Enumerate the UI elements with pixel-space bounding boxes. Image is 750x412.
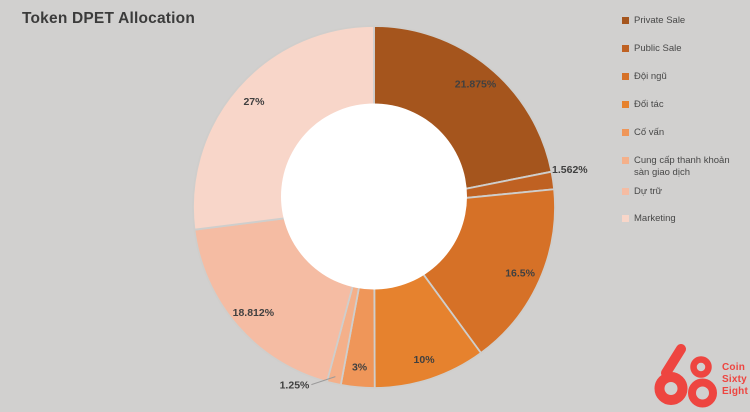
legend-label-7: Marketing: [634, 213, 676, 224]
legend-label-5: Cung cấp thanh khoản sàn giao dịch: [634, 155, 730, 178]
slice-label-4: 3%: [352, 361, 368, 373]
legend-swatch-4: [622, 129, 629, 136]
label-leader-line-5: [311, 376, 336, 386]
legend-label-3: Đối tác: [634, 99, 664, 110]
slice-label-1: 1.562%: [552, 164, 588, 176]
chart-legend: Private Sale Public Sale Đội ngũ Đối tác Cố …: [622, 0, 744, 250]
legend-swatch-5: [622, 157, 629, 164]
legend-label-2: Đội ngũ: [634, 71, 667, 82]
legend-item-2: Đội ngũ: [622, 71, 667, 83]
logo-text-line1: Coin: [722, 362, 745, 373]
legend-item-5: Cung cấp thanh khoản sàn giao dịch: [622, 155, 736, 179]
legend-label-6: Dự trữ: [634, 186, 663, 197]
donut-hole: [281, 103, 467, 290]
logo-68-numeral: [654, 344, 717, 408]
legend-swatch-1: [622, 45, 629, 52]
legend-item-7: Marketing: [622, 213, 676, 225]
slice-label-7: 27%: [243, 96, 265, 108]
slice-label-2: 16.5%: [505, 267, 535, 279]
legend-swatch-2: [622, 73, 629, 80]
legend-swatch-6: [622, 188, 629, 195]
legend-item-1: Public Sale: [622, 43, 682, 55]
logo-text-line3: Eight: [722, 386, 748, 397]
slice-label-6: 18.812%: [233, 307, 275, 319]
legend-label-1: Public Sale: [634, 43, 682, 54]
legend-label-0: Private Sale: [634, 15, 686, 26]
legend-swatch-0: [622, 17, 629, 24]
coin68-logo: Coin Sixty Eight: [654, 344, 748, 408]
slice-label-3: 10%: [414, 354, 436, 366]
legend-label-4: Cố vấn: [634, 127, 665, 138]
legend-swatch-3: [622, 101, 629, 108]
legend-swatch-7: [622, 215, 629, 222]
logo-text-line2: Sixty: [722, 374, 747, 385]
legend-item-4: Cố vấn: [622, 127, 664, 139]
chart-title: Token DPET Allocation: [22, 10, 195, 27]
legend-item-6: Dự trữ: [622, 186, 662, 198]
legend-item-0: Private Sale: [622, 15, 685, 27]
legend-item-3: Đối tác: [622, 99, 664, 111]
slice-label-0: 21.875%: [455, 78, 497, 90]
slice-label-5: 1.25%: [280, 380, 310, 392]
